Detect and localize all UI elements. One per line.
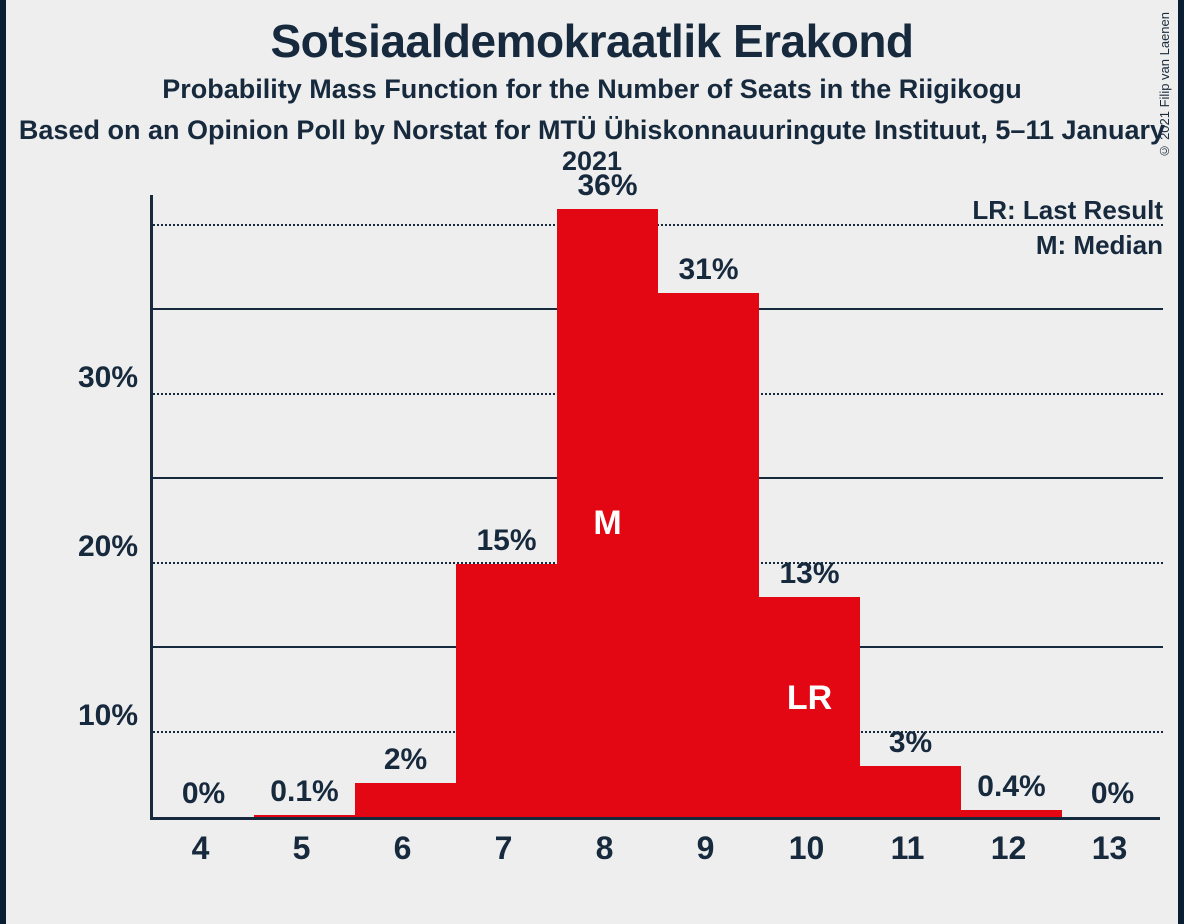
x-axis-label: 10 [756, 830, 857, 867]
x-axis-label: 5 [251, 830, 352, 867]
legend: LR: Last Result M: Median [873, 195, 1163, 265]
y-axis-label: 30% [60, 361, 138, 395]
bar [456, 564, 557, 817]
bar [254, 815, 355, 817]
bar-value-label: 13% [759, 557, 860, 591]
plot-area: LR: Last Result M: Median 0%0.1%2%15%36%… [150, 195, 1160, 820]
chart-source: Based on an Opinion Poll by Norstat for … [0, 115, 1184, 177]
bar-value-label: 31% [658, 253, 759, 287]
x-axis-label: 11 [857, 830, 958, 867]
gridline-minor [153, 224, 1163, 226]
legend-lr: LR: Last Result [873, 195, 1163, 226]
x-axis-label: 8 [554, 830, 655, 867]
title-block: Sotsiaaldemokraatlik Erakond Probability… [0, 14, 1184, 177]
chart-subtitle: Probability Mass Function for the Number… [0, 74, 1184, 105]
x-axis-label: 13 [1059, 830, 1160, 867]
bar-value-label: 0% [1062, 777, 1163, 811]
x-axis-label: 4 [150, 830, 251, 867]
bar [961, 810, 1062, 817]
bar-value-label: 2% [355, 743, 456, 777]
x-axis-label: 7 [453, 830, 554, 867]
bar-value-label: 0% [153, 777, 254, 811]
bar-value-label: 0.1% [254, 775, 355, 809]
x-axis-label: 12 [958, 830, 1059, 867]
bar [355, 783, 456, 817]
chart-container: LR: Last Result M: Median 0%0.1%2%15%36%… [60, 195, 1160, 885]
bar-value-label: 36% [557, 169, 658, 203]
y-axis-label: 10% [60, 699, 138, 733]
bar-value-label: 0.4% [961, 770, 1062, 804]
y-axis-label: 20% [60, 530, 138, 564]
bar-mark-label: M [557, 504, 658, 543]
bar [658, 293, 759, 817]
chart-title: Sotsiaaldemokraatlik Erakond [0, 14, 1184, 68]
x-axis-label: 9 [655, 830, 756, 867]
bar-value-label: 15% [456, 524, 557, 558]
x-axis-label: 6 [352, 830, 453, 867]
bar-mark-label: LR [759, 679, 860, 718]
bar-value-label: 3% [860, 726, 961, 760]
bar [860, 766, 961, 817]
legend-m: M: Median [873, 230, 1163, 261]
